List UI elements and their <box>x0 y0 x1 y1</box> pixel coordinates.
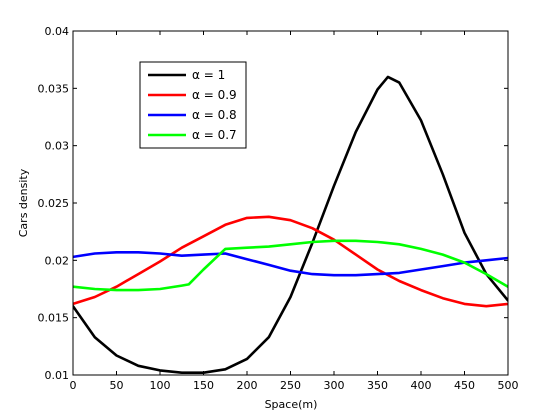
legend-label: α = 0.8 <box>192 108 237 122</box>
legend-label: α = 0.9 <box>192 88 237 102</box>
y-tick-label: 0.015 <box>38 312 70 325</box>
x-tick-label: 0 <box>70 379 77 392</box>
axes: 0 50 100 150 200 250 300 350 400 450 500 0.01 0.015 0… <box>38 25 519 392</box>
plot-area <box>73 75 508 375</box>
y-tick-label: 0.035 <box>38 82 70 95</box>
y-tick-label: 0.01 <box>45 369 70 382</box>
y-tick-label: 0.04 <box>45 25 70 38</box>
x-tick-label: 100 <box>150 379 171 392</box>
y-tick-label: 0.025 <box>38 197 70 210</box>
x-tick-label: 500 <box>498 379 519 392</box>
legend: α = 1 α = 0.9 α = 0.8 α = 0.7 <box>139 61 247 149</box>
y-axis-label: Cars density <box>17 168 30 237</box>
legend-label: α = 1 <box>192 68 225 82</box>
y-tick-label: 0.02 <box>45 254 70 267</box>
x-tick-label: 300 <box>324 379 345 392</box>
series-line-2 <box>73 215 508 308</box>
x-tick-label: 200 <box>237 379 258 392</box>
x-tick-label: 50 <box>110 379 124 392</box>
series-line-3 <box>73 251 508 277</box>
series-line-1 <box>73 75 508 375</box>
x-tick-label: 250 <box>280 379 301 392</box>
x-tick-label: 350 <box>367 379 388 392</box>
x-tick-label: 400 <box>411 379 432 392</box>
y-tick-label: 0.03 <box>45 140 70 153</box>
series-line-4 <box>73 239 508 292</box>
legend-box <box>139 61 247 149</box>
x-axis-label: Space(m) <box>265 398 318 411</box>
x-tick-label: 150 <box>193 379 214 392</box>
legend-label: α = 0.7 <box>192 128 237 142</box>
x-tick-label: 450 <box>454 379 475 392</box>
